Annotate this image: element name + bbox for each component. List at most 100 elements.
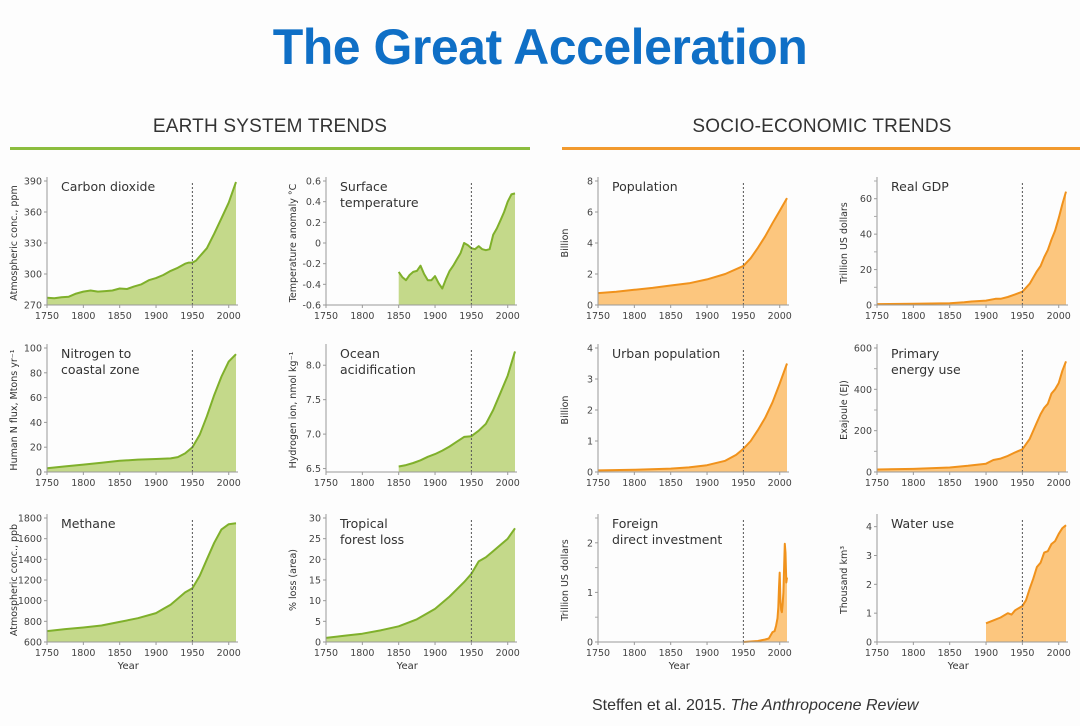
y-tick-label: 330	[24, 239, 42, 250]
y-tick-label: 0	[587, 301, 593, 312]
chart-panel-tropical-forest-loss: 1750 1800 1850 1900 1950 2000 0 5 10 15 20 25 30 Trop…	[288, 514, 520, 673]
x-tick-label: 1750	[314, 311, 338, 322]
area-fill	[743, 543, 787, 642]
x-tick-label: 1800	[901, 311, 925, 322]
page-title: The Great Acceleration	[272, 19, 808, 75]
socio-economic-heading: SOCIO-ECONOMIC TRENDS	[692, 116, 952, 137]
x-tick-label: 1750	[35, 478, 59, 489]
x-tick-label: 1850	[659, 648, 683, 659]
chart-panel-urban-population: 1750 1800 1850 1900 1950 2000 0 1 2 3 4 Urban popul…	[560, 344, 792, 490]
y-tick-label: -0.6	[302, 301, 321, 312]
x-tick-label: 1950	[731, 648, 755, 659]
y-tick-label: 20	[309, 555, 321, 566]
series-line	[743, 542, 788, 643]
earth-system-rule	[10, 147, 530, 150]
series-line	[46, 522, 237, 633]
y-tick-label: 1	[587, 437, 593, 448]
series-line	[397, 192, 516, 290]
y-tick-label: 1	[866, 609, 872, 620]
x-tick-label: 1900	[423, 648, 447, 659]
x-tick-label: 1900	[695, 648, 719, 659]
y-tick-label: 4	[587, 344, 593, 355]
chart-panel-nitrogen-to-coastal-zone: 1750 1800 1850 1900 1950 2000 0 20 40 60 80 100 Nitr…	[9, 344, 241, 490]
series-line	[597, 197, 788, 295]
chart-title: Population	[612, 179, 678, 194]
y-tick-label: 0	[36, 468, 42, 479]
y-tick-label: 3	[587, 375, 593, 386]
x-axis-label: Year	[668, 661, 691, 672]
x-tick-label: 1750	[586, 648, 610, 659]
x-tick-label: 1900	[144, 648, 168, 659]
y-tick-label: 1800	[18, 514, 42, 525]
x-tick-label: 1850	[387, 648, 411, 659]
y-tick-label: 1000	[18, 596, 42, 607]
x-tick-label: 1850	[938, 311, 962, 322]
y-tick-label: 400	[854, 385, 872, 396]
y-tick-label: 2	[587, 538, 593, 549]
x-tick-label: 1850	[938, 478, 962, 489]
y-tick-label: 0.2	[306, 218, 321, 229]
y-tick-label: -0.2	[302, 259, 321, 270]
y-tick-label: 1200	[18, 576, 42, 587]
x-axis-label: Year	[396, 661, 419, 672]
y-tick-label: 40	[860, 230, 872, 241]
y-tick-label: -0.4	[302, 280, 321, 291]
x-tick-label: 1750	[865, 478, 889, 489]
chart-title: Ocean	[340, 346, 380, 361]
y-axis-label: Human N flux, Mtons yr⁻¹	[9, 349, 20, 470]
y-tick-label: 0	[866, 638, 872, 649]
x-tick-label: 1750	[35, 311, 59, 322]
chart-panel-methane: 1750 1800 1850 1900 1950 2000 600 800 1000 1200 14…	[9, 514, 241, 673]
x-tick-label: 1950	[1010, 311, 1034, 322]
x-tick-label: 2000	[768, 648, 792, 659]
chart-title: Water use	[891, 516, 954, 531]
y-tick-label: 2	[587, 270, 593, 281]
x-tick-label: 1750	[314, 478, 338, 489]
y-tick-label: 0.4	[306, 197, 321, 208]
y-tick-label: 300	[24, 270, 42, 281]
x-tick-label: 1800	[901, 478, 925, 489]
y-axis-label: Exajoule (EJ)	[839, 380, 850, 440]
y-axis-label: Hydrogen ion, nmol kg⁻¹	[288, 351, 299, 468]
x-tick-label: 1750	[586, 478, 610, 489]
y-tick-label: 0	[866, 301, 872, 312]
x-axis-label: Year	[117, 661, 140, 672]
chart-panel-ocean-acidification: 1750 1800 1850 1900 1950 2000 6.5 7.0 7.5 8.0 Ocea…	[288, 344, 520, 489]
x-tick-label: 1800	[901, 648, 925, 659]
y-tick-label: 0.6	[306, 177, 321, 188]
y-tick-label: 600	[24, 638, 42, 649]
x-tick-label: 1800	[350, 311, 374, 322]
area-fill	[598, 363, 787, 472]
x-tick-label: 1850	[108, 311, 132, 322]
y-tick-label: 4	[587, 239, 593, 250]
chart-title: Carbon dioxide	[61, 179, 155, 194]
chart-title: energy use	[891, 362, 961, 377]
y-axis-label: Billion	[560, 396, 571, 425]
x-tick-label: 1800	[350, 478, 374, 489]
chart-panel-primary-energy-use: 1750 1800 1850 1900 1950 2000 0 200 400 600 Primar…	[839, 344, 1071, 490]
x-tick-label: 1900	[695, 478, 719, 489]
y-tick-label: 60	[860, 194, 872, 205]
chart-title: temperature	[340, 195, 419, 210]
area-fill	[398, 351, 515, 472]
x-tick-label: 2000	[768, 478, 792, 489]
y-tick-label: 6.5	[306, 464, 321, 475]
x-tick-label: 1850	[387, 311, 411, 322]
series-line	[985, 524, 1067, 625]
x-tick-label: 1750	[865, 648, 889, 659]
x-tick-label: 2000	[496, 311, 520, 322]
chart-title: acidification	[340, 362, 416, 377]
chart-panel-carbon-dioxide: 1750 1800 1850 1900 1950 2000 270 300 330 360 390 C…	[9, 177, 241, 323]
y-tick-label: 600	[854, 344, 872, 355]
y-tick-label: 7.5	[306, 395, 321, 406]
y-tick-label: 3	[866, 551, 872, 562]
x-tick-label: 2000	[1047, 478, 1071, 489]
y-tick-label: 40	[30, 418, 42, 429]
y-tick-label: 25	[309, 534, 321, 545]
x-tick-label: 2000	[496, 648, 520, 659]
x-tick-label: 1900	[695, 311, 719, 322]
y-tick-label: 0	[587, 638, 593, 649]
y-tick-label: 8	[587, 177, 593, 188]
x-tick-label: 2000	[1047, 648, 1071, 659]
x-tick-label: 1750	[314, 648, 338, 659]
